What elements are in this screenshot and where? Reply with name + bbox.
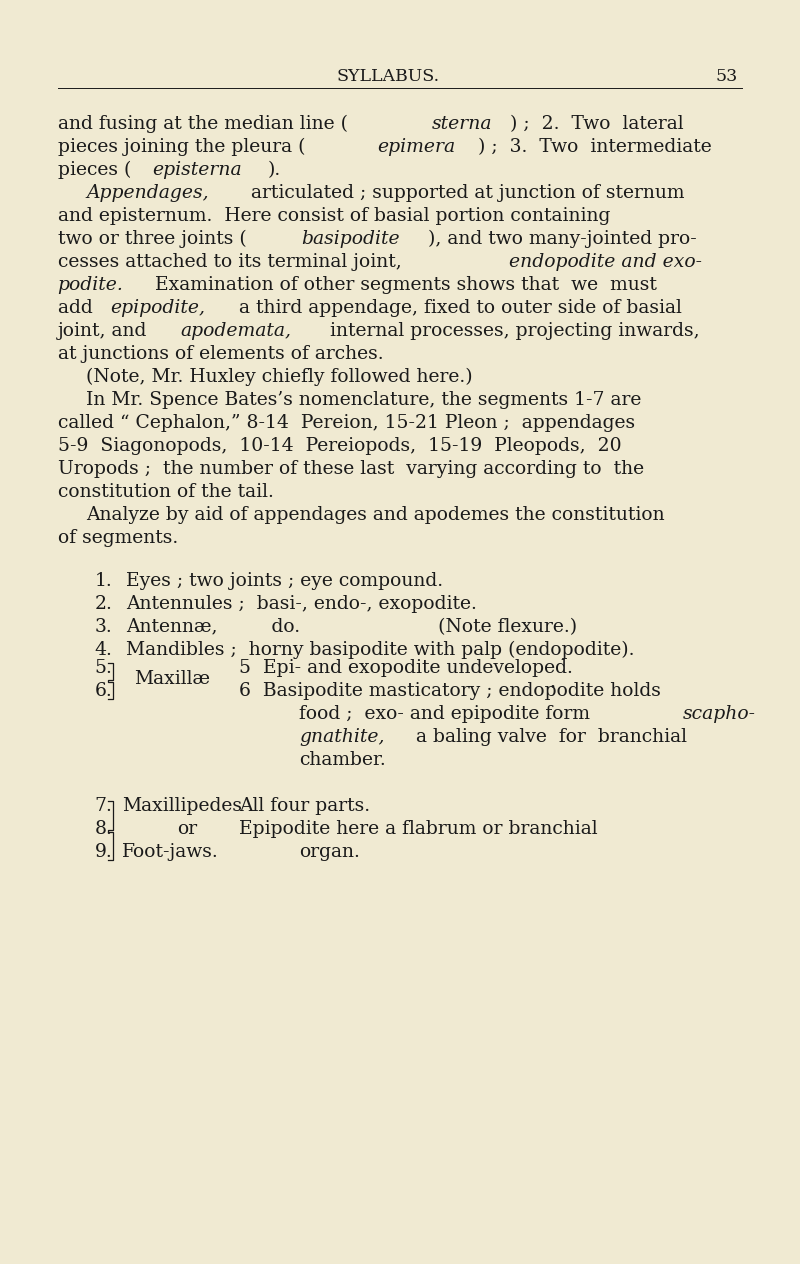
- Text: 2.: 2.: [94, 595, 112, 613]
- Text: gnathite,: gnathite,: [299, 728, 385, 746]
- Text: ), and two many-jointed pro-: ), and two many-jointed pro-: [429, 230, 697, 248]
- Text: 53: 53: [715, 68, 738, 85]
- Text: ) ;  3.  Two  intermediate: ) ; 3. Two intermediate: [478, 138, 711, 155]
- Text: and fusing at the median line (: and fusing at the median line (: [58, 115, 348, 133]
- Text: sterna: sterna: [432, 115, 492, 133]
- Text: Appendages,: Appendages,: [86, 185, 209, 202]
- Text: chamber.: chamber.: [299, 751, 386, 769]
- Text: Epipodite here a flabrum or branchial: Epipodite here a flabrum or branchial: [239, 820, 598, 838]
- Text: 4.: 4.: [94, 641, 112, 659]
- Text: 6.: 6.: [94, 683, 112, 700]
- Text: 8.: 8.: [94, 820, 112, 838]
- Text: Examination of other segments shows that  we  must: Examination of other segments shows that…: [142, 276, 657, 295]
- Text: called “ Cephalon,” 8-14  Pereion, 15-21 Pleon ;  appendages: called “ Cephalon,” 8-14 Pereion, 15-21 …: [58, 415, 634, 432]
- Text: internal processes, projecting inwards,: internal processes, projecting inwards,: [324, 322, 699, 340]
- Text: 5-9  Siagonopods,  10-14  Pereiopods,  15-19  Pleopods,  20: 5-9 Siagonopods, 10-14 Pereiopods, 15-19…: [58, 437, 622, 455]
- Text: cesses attached to its terminal joint,: cesses attached to its terminal joint,: [58, 253, 407, 270]
- Text: All four parts.: All four parts.: [239, 798, 370, 815]
- Text: constitution of the tail.: constitution of the tail.: [58, 483, 274, 501]
- Text: apodemata,: apodemata,: [181, 322, 292, 340]
- Text: epipodite,: epipodite,: [110, 300, 205, 317]
- Text: 5  Epi- and exopodite undeveloped.: 5 Epi- and exopodite undeveloped.: [239, 659, 574, 678]
- Text: endopodite and exo-: endopodite and exo-: [509, 253, 702, 270]
- Text: of segments.: of segments.: [58, 530, 178, 547]
- Text: 6  Basipodite masticatory ; endopodite holds: 6 Basipodite masticatory ; endopodite ho…: [239, 683, 662, 700]
- Text: Eyes ; two joints ; eye compound.: Eyes ; two joints ; eye compound.: [126, 573, 443, 590]
- Text: ).: ).: [268, 161, 281, 179]
- Text: Antennules ;  basi-, endo-, exopodite.: Antennules ; basi-, endo-, exopodite.: [126, 595, 478, 613]
- Text: basipodite: basipodite: [301, 230, 400, 248]
- Text: a baling valve  for  branchial: a baling valve for branchial: [410, 728, 686, 746]
- Text: Maxillæ: Maxillæ: [134, 670, 210, 688]
- Text: •: •: [550, 683, 555, 691]
- Text: or: or: [178, 820, 198, 838]
- Text: Uropods ;  the number of these last  varying according to  the: Uropods ; the number of these last varyi…: [58, 460, 644, 478]
- Text: Foot-jaws.: Foot-jaws.: [122, 843, 219, 861]
- Text: pieces (: pieces (: [58, 161, 131, 179]
- Text: Antennæ,         do.                       (Note flexure.): Antennæ, do. (Note flexure.): [126, 618, 578, 636]
- Text: pieces joining the pleura (: pieces joining the pleura (: [58, 138, 305, 157]
- Text: ) ;  2.  Two  lateral: ) ; 2. Two lateral: [510, 115, 683, 133]
- Text: (Note, Mr. Huxley chiefly followed here.): (Note, Mr. Huxley chiefly followed here.…: [86, 368, 473, 387]
- Text: Analyze by aid of appendages and apodemes the constitution: Analyze by aid of appendages and apodeme…: [86, 506, 665, 525]
- Text: Mandibles ;  horny basipodite with palp (endopodite).: Mandibles ; horny basipodite with palp (…: [126, 641, 635, 660]
- Text: In Mr. Spence Bates’s nomenclature, the segments 1-7 are: In Mr. Spence Bates’s nomenclature, the …: [86, 391, 642, 410]
- Text: 1.: 1.: [94, 573, 112, 590]
- Text: a third appendage, fixed to outer side of basial: a third appendage, fixed to outer side o…: [233, 300, 682, 317]
- Text: food ;  exo- and epipodite form: food ; exo- and epipodite form: [299, 705, 596, 723]
- Text: joint, and: joint, and: [58, 322, 153, 340]
- Text: 7.: 7.: [94, 798, 112, 815]
- Text: 5.: 5.: [94, 659, 112, 678]
- Text: SYLLABUS.: SYLLABUS.: [336, 68, 439, 85]
- Text: articulated ; supported at junction of sternum: articulated ; supported at junction of s…: [245, 185, 684, 202]
- Text: and episternum.  Here consist of basial portion containing: and episternum. Here consist of basial p…: [58, 207, 610, 225]
- Text: epimera: epimera: [377, 138, 455, 155]
- Text: at junctions of elements of arches.: at junctions of elements of arches.: [58, 345, 383, 363]
- Text: add: add: [58, 300, 98, 317]
- Text: 3.: 3.: [94, 618, 112, 636]
- Text: scapho-: scapho-: [682, 705, 756, 723]
- Text: Maxillipedes: Maxillipedes: [122, 798, 242, 815]
- Text: 9.: 9.: [94, 843, 112, 861]
- Text: two or three joints (: two or three joints (: [58, 230, 246, 248]
- Text: episterna: episterna: [152, 161, 242, 179]
- Text: podite.: podite.: [58, 276, 123, 295]
- Text: organ.: organ.: [299, 843, 360, 861]
